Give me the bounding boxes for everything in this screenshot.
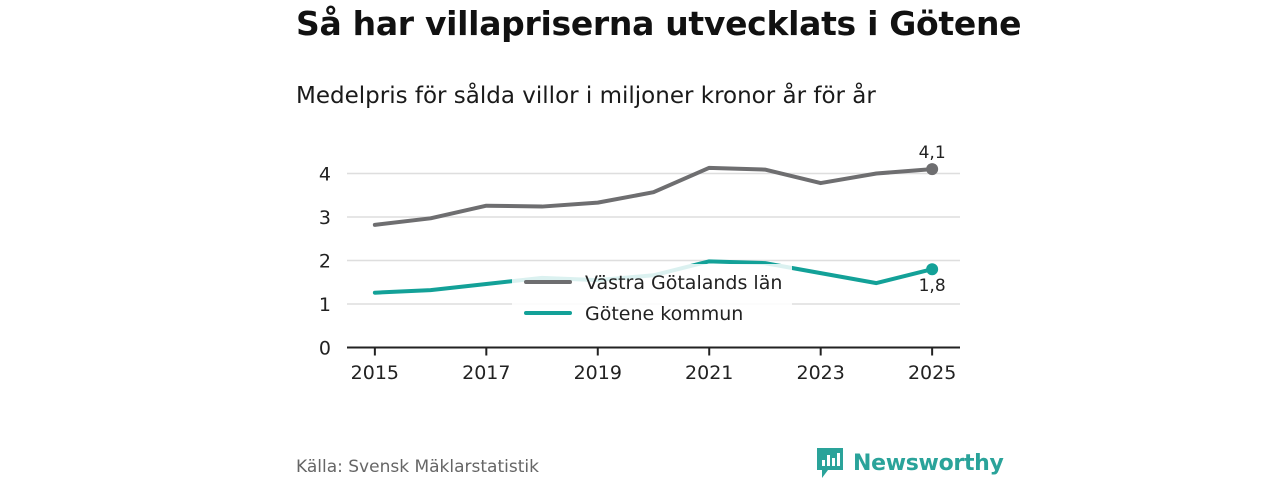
y-tick-label: 0	[319, 338, 331, 360]
x-tick-label: 2021	[685, 362, 733, 384]
chart-title: Så har villapriserna utvecklats i Götene	[296, 4, 1022, 43]
x-tick-label: 2019	[574, 362, 622, 384]
legend-background	[512, 264, 792, 329]
end-point-marker	[926, 163, 939, 176]
x-tick-label: 2017	[462, 362, 510, 384]
y-tick-label: 3	[319, 207, 331, 229]
x-tick-label: 2015	[351, 362, 399, 384]
end-point-marker	[926, 263, 939, 276]
y-tick-label: 4	[319, 164, 331, 186]
source-note: Källa: Svensk Mäklarstatistik	[296, 457, 539, 477]
x-tick-label: 2023	[797, 362, 845, 384]
y-tick-label: 1	[319, 294, 331, 316]
brand-logo[interactable]: Newsworthy	[815, 446, 1004, 480]
legend-label: Västra Götalands län	[585, 272, 782, 294]
x-tick-label: 2025	[908, 362, 956, 384]
end-value-label: 1,8	[919, 276, 946, 296]
brand-name: Newsworthy	[853, 450, 1004, 476]
legend-label: Götene kommun	[585, 303, 743, 325]
end-value-label: 4,1	[919, 143, 946, 163]
series-line-1	[372, 165, 935, 227]
newsworthy-logo-icon	[817, 448, 843, 478]
chart-subtitle: Medelpris för sålda villor i miljoner kr…	[296, 83, 876, 109]
y-tick-label: 2	[319, 251, 331, 273]
